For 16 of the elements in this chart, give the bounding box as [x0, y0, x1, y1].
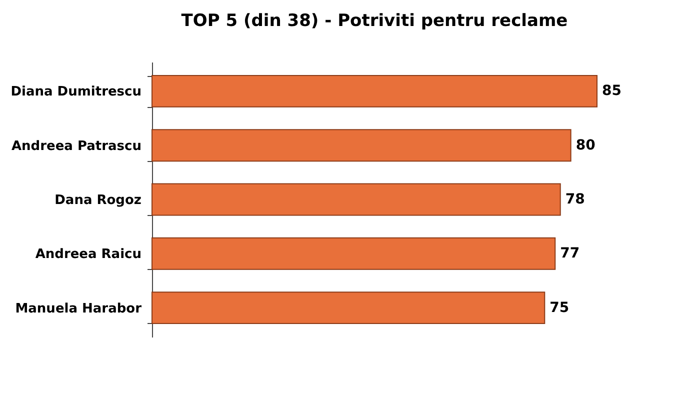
bar: [152, 183, 561, 216]
y-tick-label: Andreea Raicu: [35, 247, 142, 262]
bar: [152, 292, 546, 324]
bar: [152, 75, 598, 108]
data-label: 78: [565, 192, 585, 208]
bar: [152, 237, 556, 270]
y-tick-label: Dana Rogoz: [54, 193, 142, 208]
data-label: 85: [602, 83, 622, 100]
bar: [152, 129, 572, 162]
y-tick-label: Manuela Harabor: [15, 301, 142, 316]
data-label: 80: [576, 137, 596, 154]
data-label: 75: [550, 300, 570, 316]
y-tick-label: Andreea Patrascu: [11, 138, 142, 154]
data-label: 77: [560, 246, 580, 262]
chart-title: TOP 5 (din 38) - Potriviti pentru reclame: [181, 11, 568, 31]
y-tick-label: Diana Dumitrescu: [10, 84, 142, 100]
